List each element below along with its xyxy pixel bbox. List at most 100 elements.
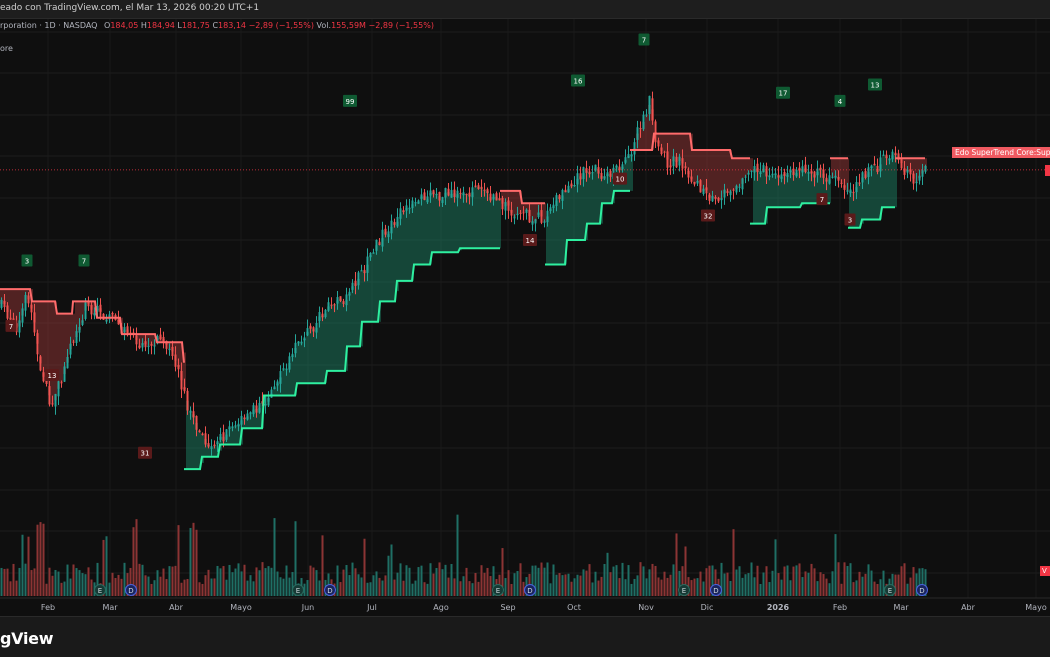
volume-bar: [183, 579, 186, 596]
supertrend-band: [378, 243, 381, 322]
candle-body: [297, 341, 300, 344]
candle-body: [417, 200, 420, 204]
candle-body: [309, 325, 312, 329]
supertrend-band: [651, 109, 654, 150]
candle-body: [672, 156, 675, 167]
supertrend-band: [390, 227, 393, 302]
supertrend-band: [519, 190, 522, 214]
candle-body: [135, 335, 138, 345]
volume-bar: [447, 577, 450, 596]
volume-bar: [276, 571, 279, 596]
candle-body: [816, 168, 819, 176]
buy-signal-badge: [868, 78, 882, 91]
volume-bar: [573, 578, 576, 596]
supertrend-band: [663, 133, 666, 152]
supertrend-band: [855, 187, 858, 228]
volume-bar: [819, 572, 822, 596]
candle-body: [513, 217, 516, 219]
supertrend-band: [12, 289, 15, 321]
volume-bar: [267, 566, 270, 596]
supertrend-band: [45, 301, 48, 382]
volume-bar: [279, 577, 282, 596]
volume-bar: [609, 572, 612, 596]
volume-bar: [732, 529, 735, 596]
signal-label: 13: [48, 372, 57, 380]
volume-bar: [591, 582, 594, 596]
volume-bar: [480, 565, 483, 596]
candle-body: [351, 282, 354, 290]
candle-body: [621, 164, 624, 170]
candle-body: [525, 209, 528, 213]
volume-bar: [195, 529, 198, 596]
supertrend-band: [0, 289, 3, 304]
candle-body: [24, 294, 27, 311]
volume-bar: [315, 570, 318, 596]
candle-body: [663, 151, 666, 153]
volume-bar: [876, 583, 879, 596]
supertrend-band: [474, 185, 477, 249]
candle-body: [756, 163, 759, 173]
candle-body: [639, 127, 642, 129]
volume-bar: [111, 572, 114, 596]
candle-body: [306, 328, 309, 336]
volume-bar: [423, 582, 426, 596]
candle-body: [645, 114, 648, 116]
volume-bar: [66, 564, 69, 596]
supertrend-band: [906, 158, 909, 172]
earnings-icon: [94, 584, 106, 596]
supertrend-band: [798, 169, 801, 208]
volume-bar: [372, 575, 375, 596]
candle-body: [720, 198, 723, 201]
supertrend-band: [333, 304, 336, 371]
candle-body: [192, 411, 195, 418]
volume-bar: [0, 567, 3, 596]
supertrend-band: [15, 289, 18, 328]
volume-bar: [234, 568, 237, 596]
volume-bar: [618, 578, 621, 596]
supertrend-band: [786, 174, 789, 208]
volume-bar: [867, 564, 870, 596]
supertrend-band: [297, 342, 300, 384]
supertrend-band: [150, 334, 153, 346]
candle-body: [228, 426, 231, 429]
supertrend-band: [600, 175, 603, 224]
candle-body: [147, 346, 150, 348]
supertrend-band: [456, 194, 459, 253]
supertrend-band: [432, 192, 435, 253]
x-tick-label: 2026: [767, 603, 790, 612]
supertrend-band: [555, 200, 558, 265]
volume-bar: [519, 563, 522, 596]
candle-body: [396, 216, 399, 227]
candle-body: [561, 189, 564, 201]
x-tick-label: Mar: [102, 603, 118, 612]
supertrend-band: [597, 170, 600, 224]
symbol-name: rporation · 1D · NASDAQ: [0, 21, 98, 30]
supertrend-band: [324, 313, 327, 384]
high-value: 184,94: [146, 21, 175, 30]
candle-body: [222, 432, 225, 442]
candle-body: [762, 165, 765, 173]
sell-signal-badge: [701, 209, 715, 222]
supertrend-band: [327, 306, 330, 371]
candle-body: [210, 446, 213, 449]
candle-body: [882, 154, 885, 156]
volume-bar: [633, 578, 636, 596]
supertrend-band: [318, 316, 321, 384]
candle-body: [909, 169, 912, 175]
candle-body: [51, 403, 54, 405]
candle-body: [666, 151, 669, 168]
supertrend-band: [681, 133, 684, 164]
volume-bar: [873, 581, 876, 596]
supertrend-band: [444, 192, 447, 253]
volume-bar: [120, 578, 123, 596]
volume-bar: [654, 565, 657, 596]
supertrend-band: [204, 438, 207, 457]
volume-bar: [462, 576, 465, 596]
signal-label: 7: [82, 257, 86, 265]
candle-body: [831, 176, 834, 178]
indicator-legend[interactable]: ore: [0, 44, 13, 53]
volume-bar: [768, 582, 771, 596]
candle-body: [291, 353, 294, 357]
last-price-tag: [1045, 164, 1050, 176]
